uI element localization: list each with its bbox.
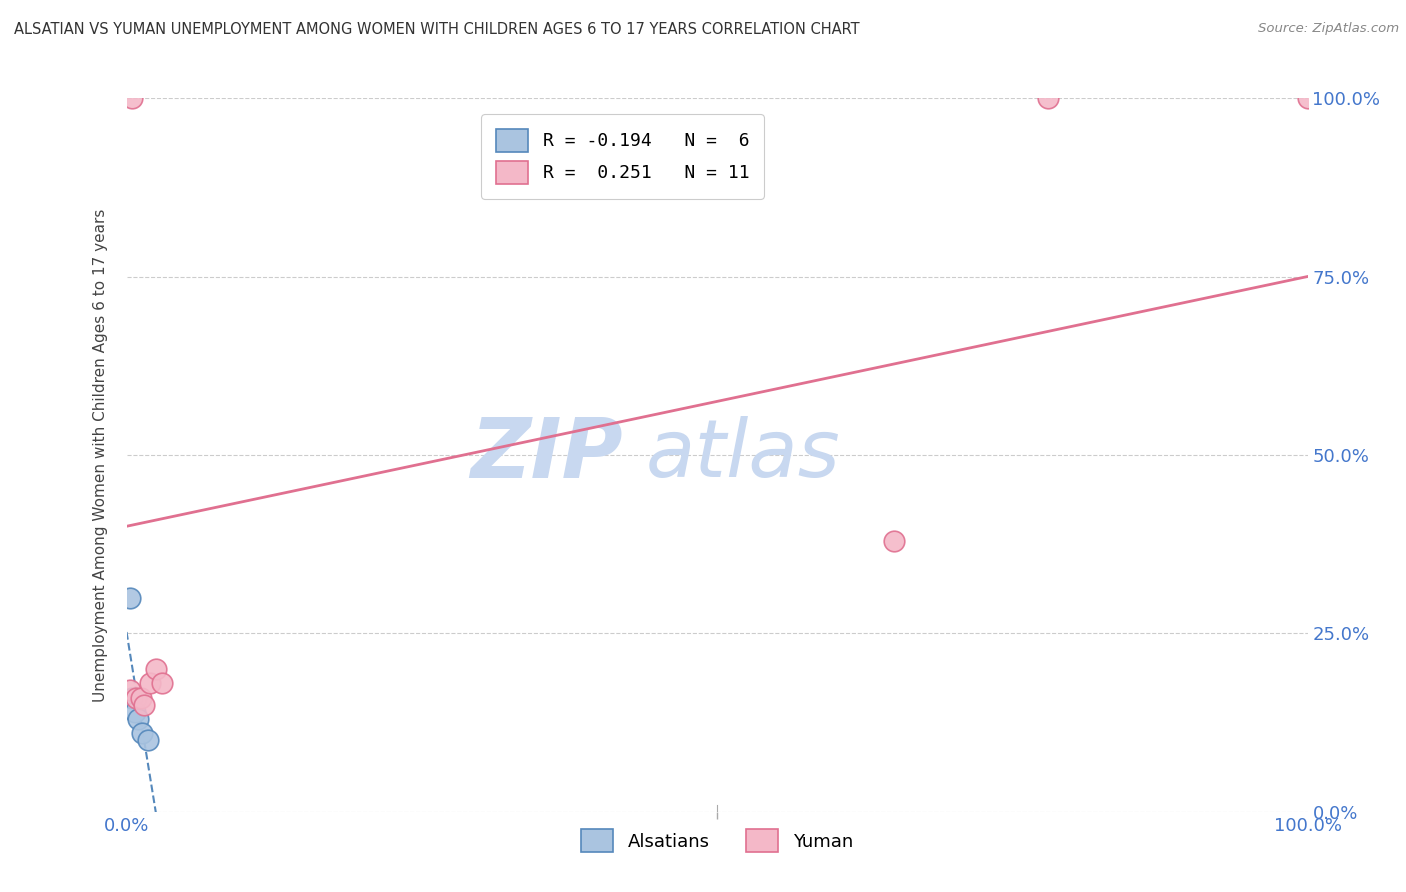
Point — [127, 712, 149, 726]
Point — [124, 705, 146, 719]
Text: Source: ZipAtlas.com: Source: ZipAtlas.com — [1258, 22, 1399, 36]
Point — [1036, 91, 1059, 105]
Point — [150, 676, 173, 690]
Point — [121, 91, 143, 105]
Text: atlas: atlas — [647, 416, 841, 494]
Point — [125, 690, 148, 705]
Point — [120, 591, 142, 605]
Point — [120, 683, 142, 698]
Point — [883, 533, 905, 548]
Point — [129, 690, 152, 705]
Point — [131, 726, 153, 740]
Text: ZIP: ZIP — [470, 415, 623, 495]
Y-axis label: Unemployment Among Women with Children Ages 6 to 17 years: Unemployment Among Women with Children A… — [93, 208, 108, 702]
Point — [145, 662, 167, 676]
Point — [121, 690, 143, 705]
Point — [136, 733, 159, 747]
Point — [139, 676, 162, 690]
Legend: Alsatians, Yuman: Alsatians, Yuman — [567, 814, 868, 867]
Point — [1296, 91, 1319, 105]
Point — [134, 698, 156, 712]
Text: ALSATIAN VS YUMAN UNEMPLOYMENT AMONG WOMEN WITH CHILDREN AGES 6 TO 17 YEARS CORR: ALSATIAN VS YUMAN UNEMPLOYMENT AMONG WOM… — [14, 22, 859, 37]
